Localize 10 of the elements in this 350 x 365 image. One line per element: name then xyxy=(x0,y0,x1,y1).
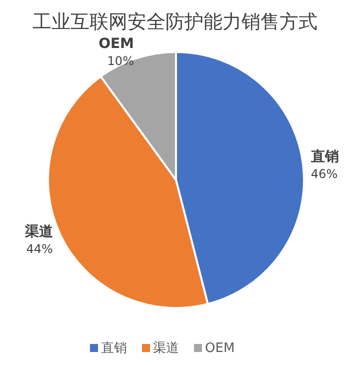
data-label: 46% xyxy=(310,166,338,181)
chart-title: 工业互联网安全防护能力销售方式 xyxy=(32,11,318,33)
data-label: 10% xyxy=(107,54,134,68)
slice-label: 渠道 xyxy=(24,222,54,240)
legend-label: 渠道 xyxy=(153,341,179,356)
slice-label: 直销 xyxy=(310,148,339,165)
slice-label: OEM xyxy=(98,36,134,52)
legend-label: 直销 xyxy=(101,341,127,356)
legend-label: OEM xyxy=(205,341,235,356)
data-label: 44% xyxy=(26,242,53,256)
